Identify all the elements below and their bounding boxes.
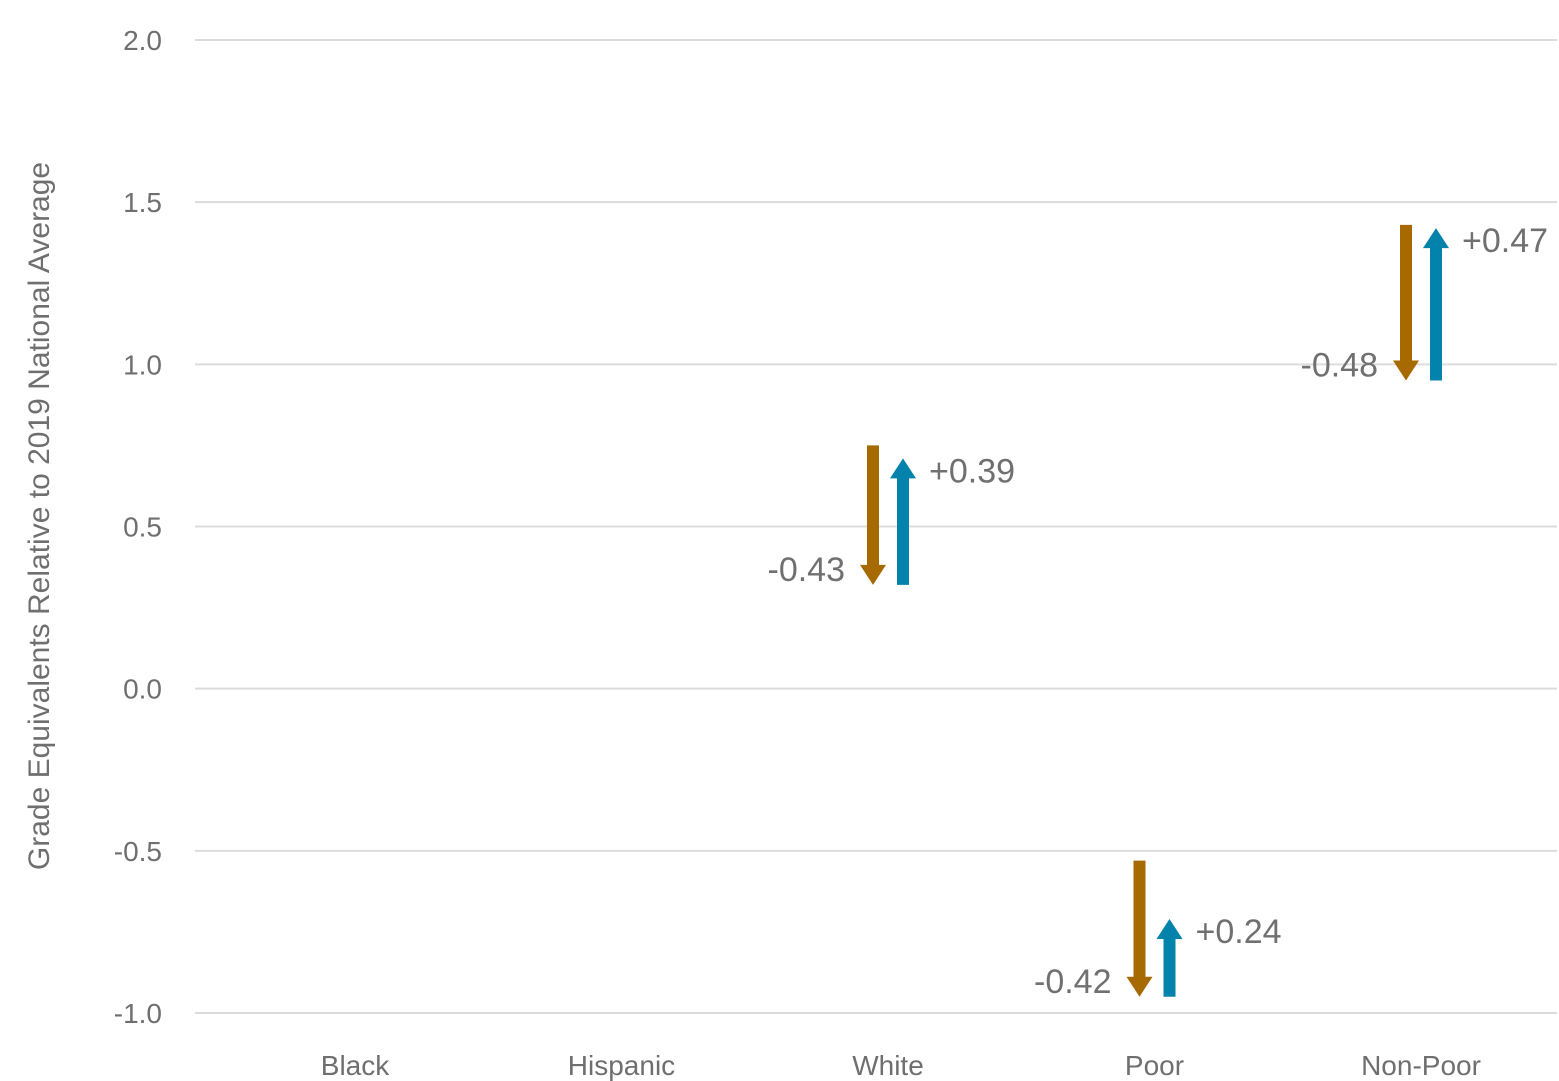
recovery-arrow	[1423, 228, 1449, 381]
decline-label: -0.42	[1034, 963, 1112, 1001]
y-tick-label: 1.5	[123, 187, 162, 218]
arrow-shape	[1126, 860, 1153, 997]
recovery-label: +0.24	[1196, 913, 1282, 951]
y-tick-label: 2.0	[123, 25, 162, 56]
y-axis-title: Grade Equivalents Relative to 2019 Natio…	[23, 162, 56, 870]
x-category-label: Poor	[1125, 1050, 1184, 1081]
arrow-shape	[890, 458, 916, 585]
recovery-arrow	[1156, 918, 1183, 997]
decline-label: -0.43	[768, 551, 846, 589]
arrow-shape	[1423, 228, 1449, 381]
x-axis-categories: Black Hispanic White Poor Non-Poor	[321, 1050, 1481, 1081]
x-category-label: Non-Poor	[1361, 1050, 1481, 1081]
y-tick-label: 0.5	[123, 512, 162, 543]
y-tick-label: 1.0	[123, 349, 162, 380]
y-tick-label: 0.0	[123, 674, 162, 705]
x-category-label: Black	[321, 1050, 390, 1081]
y-tick-label: -1.0	[114, 998, 162, 1029]
arrow-shape	[860, 445, 886, 585]
y-tick-label: -0.5	[114, 836, 162, 867]
decline-label: -0.48	[1301, 347, 1379, 385]
recovery-label: +0.39	[929, 452, 1015, 490]
x-category-label: Hispanic	[568, 1050, 675, 1081]
recovery-arrow	[890, 458, 916, 585]
arrow-shape	[1156, 918, 1183, 997]
decline-arrow	[1393, 224, 1419, 381]
arrow-marks	[860, 224, 1449, 997]
gridlines	[195, 39, 1557, 1014]
data-labels: -0.43 -0.42 -0.48 +0.39 +0.24 +0.47	[768, 222, 1549, 1001]
arrow-shape	[1393, 224, 1419, 381]
x-category-label: White	[852, 1050, 924, 1081]
decline-arrow	[1126, 860, 1153, 997]
y-axis-ticks: 2.0 1.5 1.0 0.5 0.0 -0.5 -1.0	[114, 25, 162, 1029]
decline-arrow	[860, 445, 886, 585]
recovery-label: +0.47	[1462, 222, 1548, 260]
